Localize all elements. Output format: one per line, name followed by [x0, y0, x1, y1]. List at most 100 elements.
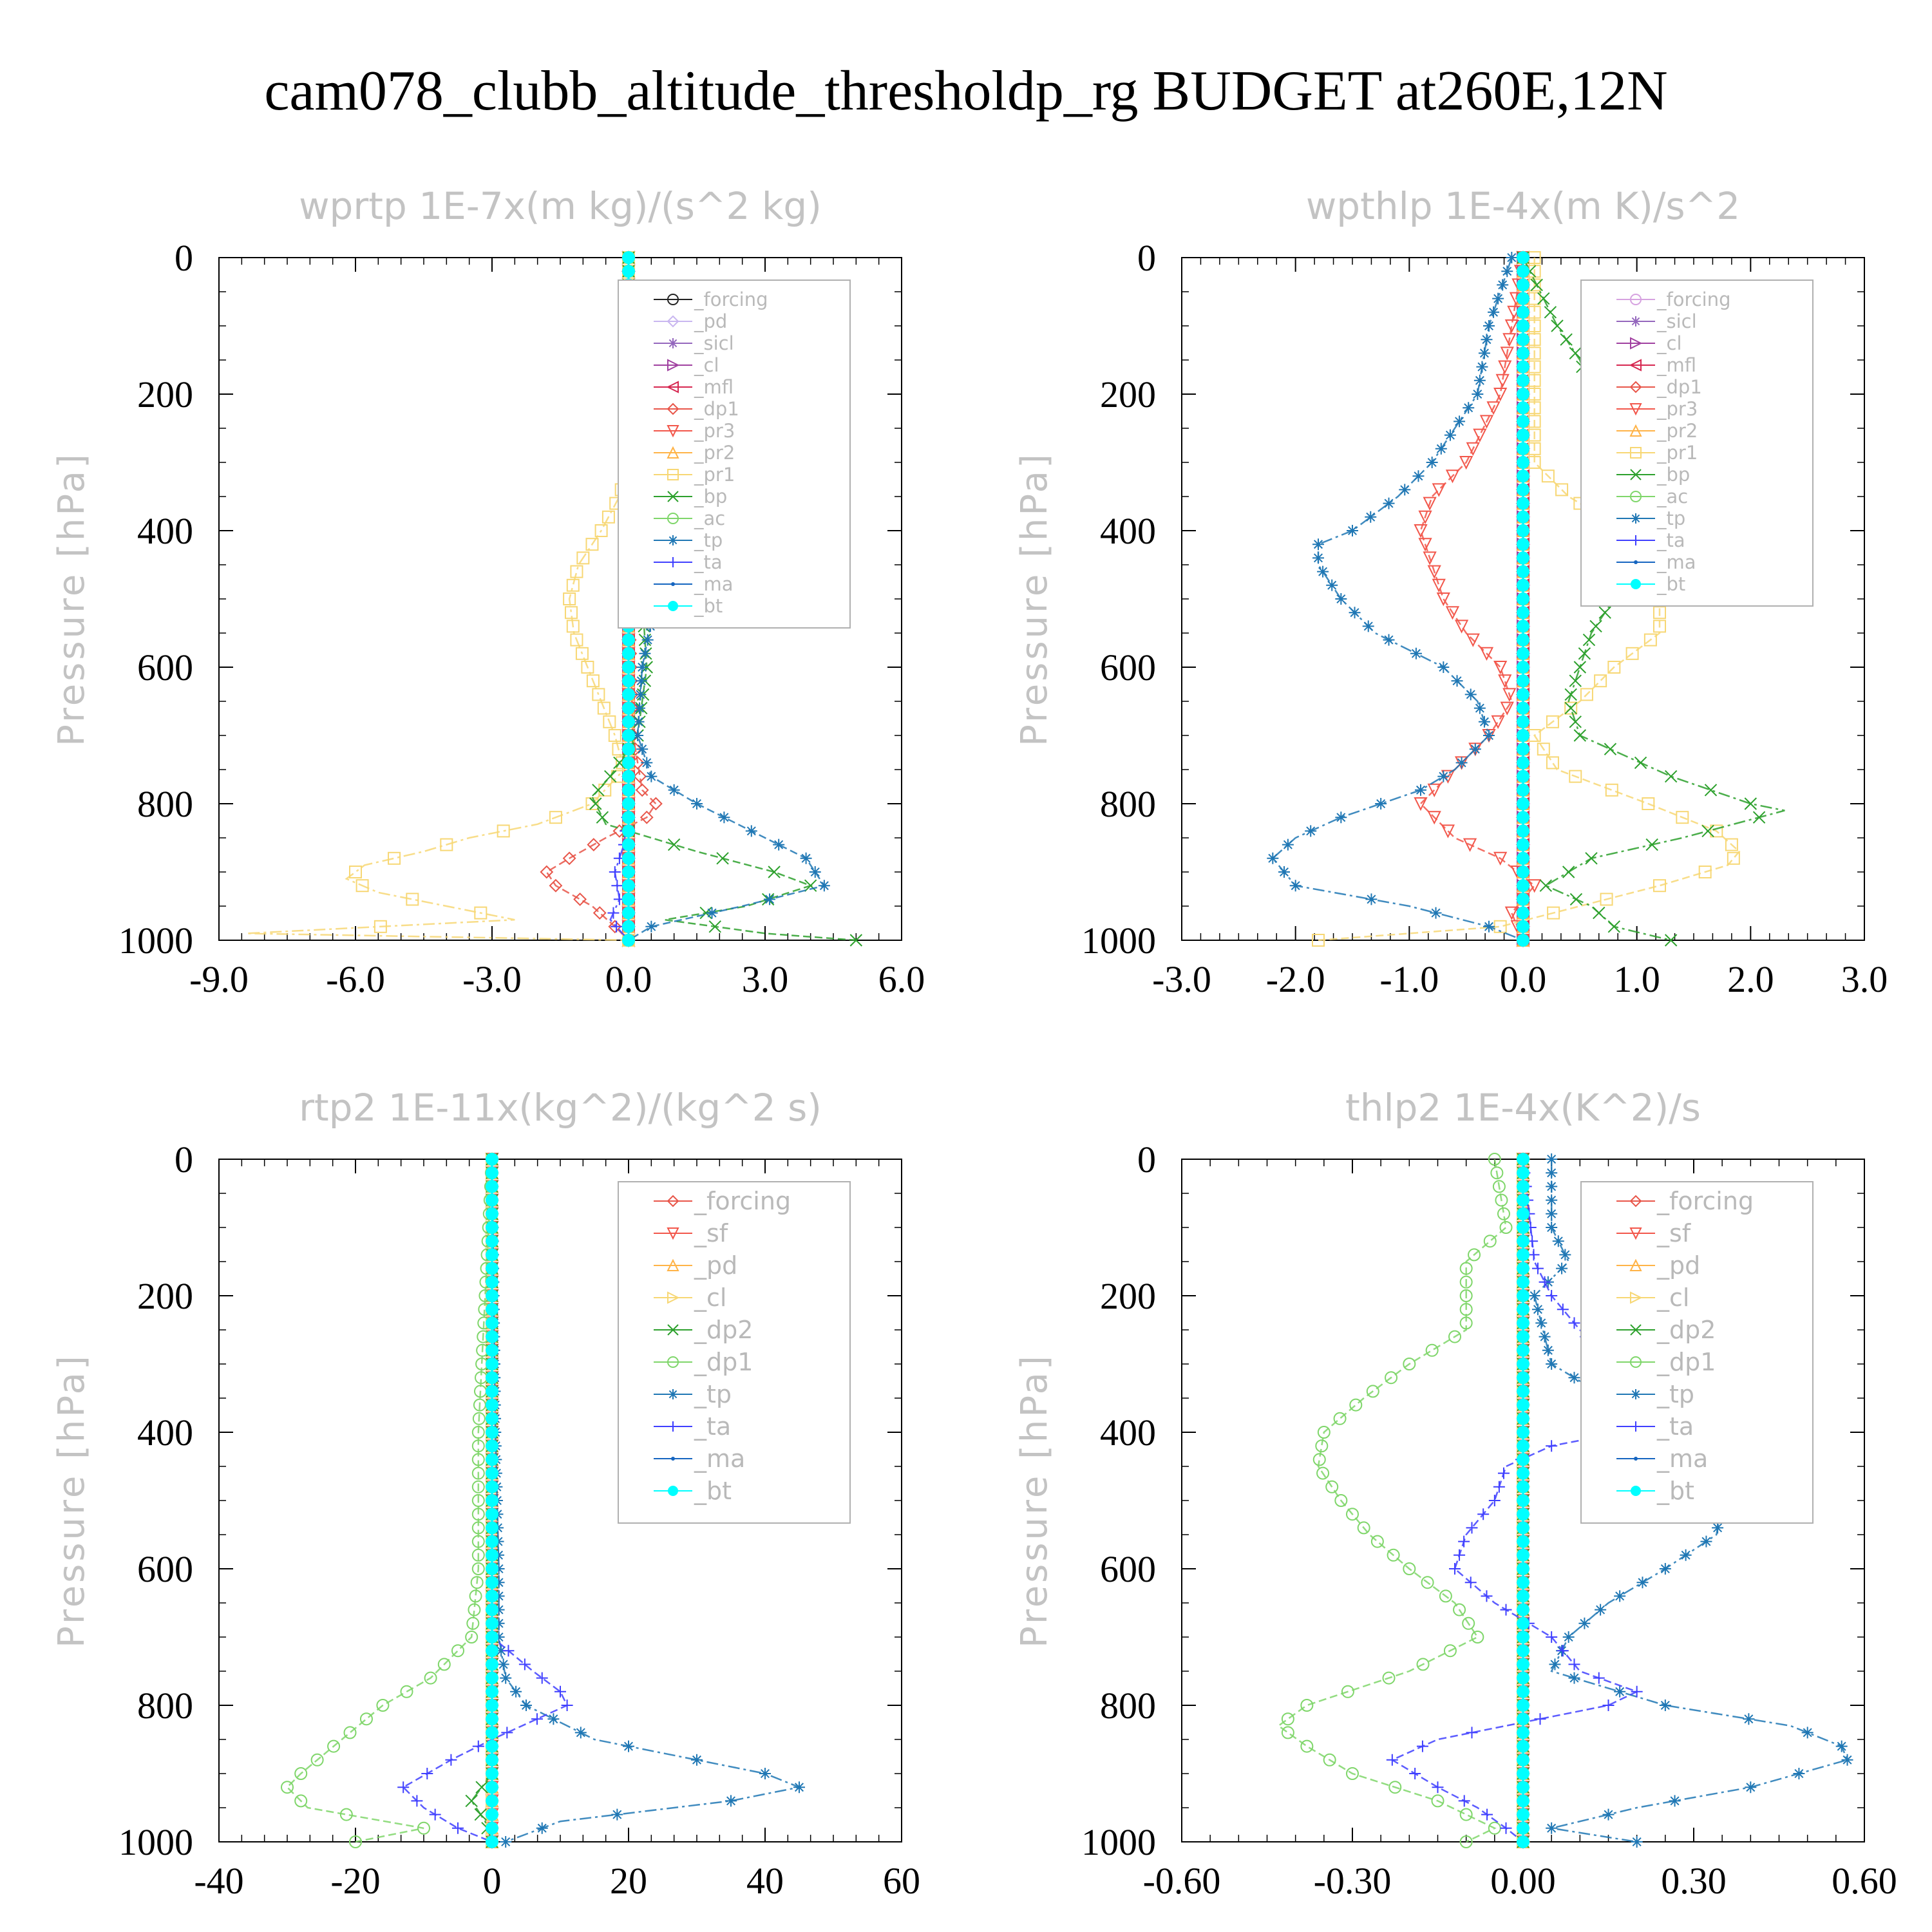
y-tick-label: 0	[1137, 1139, 1156, 1180]
data-point	[549, 811, 562, 824]
data-point	[1517, 1508, 1530, 1521]
data-point	[1462, 1616, 1475, 1630]
data-point	[1464, 688, 1477, 701]
data-point	[1573, 729, 1587, 742]
data-point	[281, 1781, 294, 1794]
data-point	[1727, 851, 1740, 865]
data-point	[1568, 1672, 1580, 1684]
data-point	[1607, 920, 1621, 933]
legend-label: _dp2	[1656, 1316, 1716, 1344]
data-point	[1517, 838, 1530, 851]
legend: _forcing_sicl_cl_mfl_dp1_pr3_pr2_pr1_bp_…	[1580, 279, 1814, 607]
data-point	[1594, 674, 1607, 688]
legend-label: _ta	[1656, 529, 1685, 551]
data-point	[611, 1808, 623, 1821]
data-point	[622, 770, 635, 783]
legend-marker	[667, 513, 679, 524]
data-point	[1492, 292, 1504, 305]
series-line	[1318, 258, 1741, 942]
data-point	[294, 1794, 308, 1808]
data-point	[1483, 730, 1495, 741]
data-point	[486, 1453, 498, 1466]
legend-label: _ta	[694, 1412, 731, 1441]
data-point	[1517, 497, 1530, 510]
data-point	[581, 661, 594, 674]
data-point	[1472, 388, 1484, 400]
data-point	[1517, 879, 1530, 893]
data-point	[1653, 606, 1666, 620]
legend-label: _ma	[1656, 551, 1696, 573]
data-point	[1568, 1658, 1580, 1671]
data-point	[1546, 1222, 1558, 1233]
series-dp1	[1277, 1153, 1513, 1848]
data-point	[1365, 511, 1377, 523]
data-point	[1551, 319, 1564, 332]
data-point	[622, 934, 635, 947]
data-point	[1481, 1808, 1493, 1821]
data-point	[1745, 1781, 1757, 1794]
data-point	[1537, 743, 1550, 756]
legend-marker	[668, 601, 678, 611]
data-point	[1517, 1685, 1530, 1698]
data-point	[486, 1439, 498, 1453]
legend-label: _ac	[694, 507, 725, 529]
data-point	[1410, 647, 1422, 659]
data-point	[622, 661, 635, 674]
data-point	[1349, 607, 1361, 619]
data-point	[465, 1631, 478, 1643]
data-point	[1546, 1631, 1558, 1643]
data-point	[1517, 1699, 1530, 1712]
data-point	[400, 1685, 413, 1698]
data-point	[1347, 525, 1358, 536]
data-point	[1517, 1385, 1530, 1398]
series-line	[286, 1159, 493, 1843]
data-point	[1488, 1153, 1501, 1166]
data-point	[1517, 305, 1530, 319]
data-point	[1305, 825, 1317, 837]
data-point	[1643, 633, 1657, 647]
data-point	[471, 1494, 485, 1507]
data-point	[1492, 1180, 1506, 1193]
legend-label: _ma	[1656, 1444, 1708, 1473]
data-point	[486, 1275, 498, 1289]
data-point	[474, 1808, 488, 1821]
y-tick-label: 600	[137, 647, 193, 688]
data-point	[622, 851, 635, 865]
data-point	[1449, 1563, 1461, 1575]
legend-marker	[668, 338, 678, 348]
data-point	[1317, 565, 1329, 578]
data-point	[1412, 470, 1425, 482]
data-point	[1437, 770, 1450, 782]
data-point	[520, 1700, 532, 1711]
data-point	[634, 688, 647, 701]
data-point	[1517, 1221, 1530, 1234]
data-point	[1500, 346, 1514, 361]
data-point	[622, 866, 635, 878]
series-ta	[397, 1153, 573, 1848]
legend-marker	[1630, 1324, 1642, 1336]
series-tp	[1267, 252, 1529, 946]
data-point	[1415, 784, 1426, 796]
data-point	[1385, 1371, 1398, 1385]
data-point	[1546, 756, 1559, 770]
data-point	[1312, 552, 1324, 564]
data-point	[706, 907, 718, 919]
data-point	[486, 1343, 498, 1357]
legend-marker	[1631, 1389, 1641, 1399]
data-point	[561, 1700, 573, 1711]
data-point	[1580, 688, 1593, 701]
figure-title: cam078_clubb_altitude_thresholdp_rg BUDG…	[264, 60, 1667, 122]
data-point	[1282, 838, 1294, 851]
data-point	[493, 1617, 505, 1629]
data-point	[510, 1685, 522, 1698]
panel-title: wpthlp 1E-4x(m K)/s^2	[1306, 184, 1740, 228]
data-point	[1493, 388, 1508, 402]
data-point	[1418, 510, 1432, 525]
data-point	[1466, 633, 1480, 647]
data-point	[1473, 702, 1486, 714]
data-point	[586, 674, 600, 688]
data-point	[486, 1726, 498, 1739]
data-point	[1488, 1495, 1501, 1506]
data-point	[603, 715, 616, 728]
